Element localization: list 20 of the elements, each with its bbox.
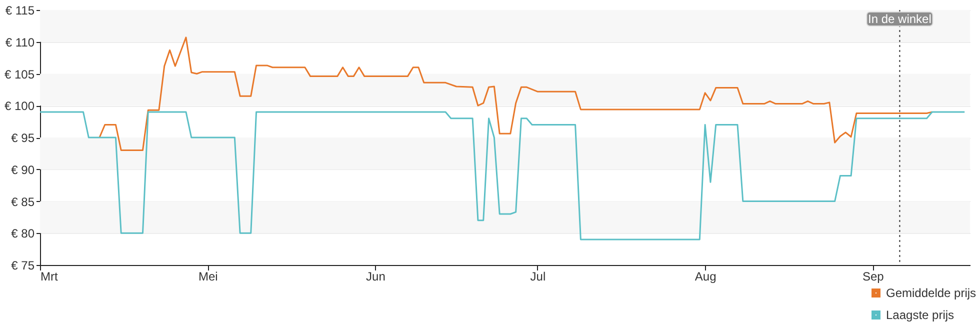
y-tick-label: € 115 — [5, 4, 35, 18]
legend-label: Laagste prijs — [886, 308, 954, 322]
y-tick-label: € 90 — [11, 162, 35, 177]
y-tick-label: € 75 — [11, 258, 35, 272]
legend-label: Gemiddelde prijs — [886, 286, 976, 300]
line-series — [98, 36, 933, 151]
x-tick-label: Mei — [198, 270, 218, 284]
y-tick-label: € 85 — [11, 194, 35, 209]
ref-line-label: In de winkel — [868, 12, 932, 26]
y-tick-label: € 105 — [4, 67, 35, 82]
line-series — [39, 111, 966, 240]
y-tick-label: € 80 — [11, 226, 35, 241]
y-tick-label: € 100 — [4, 99, 35, 114]
x-tick-label: Jul — [530, 270, 546, 284]
x-tick-label: Sep — [862, 270, 884, 284]
x-tick-label: Mrt — [40, 270, 58, 284]
x-tick-label: Aug — [694, 270, 716, 284]
y-tick-label: € 110 — [5, 35, 35, 50]
x-tick-label: Jun — [366, 270, 386, 284]
y-tick-label: € 95 — [11, 131, 35, 145]
